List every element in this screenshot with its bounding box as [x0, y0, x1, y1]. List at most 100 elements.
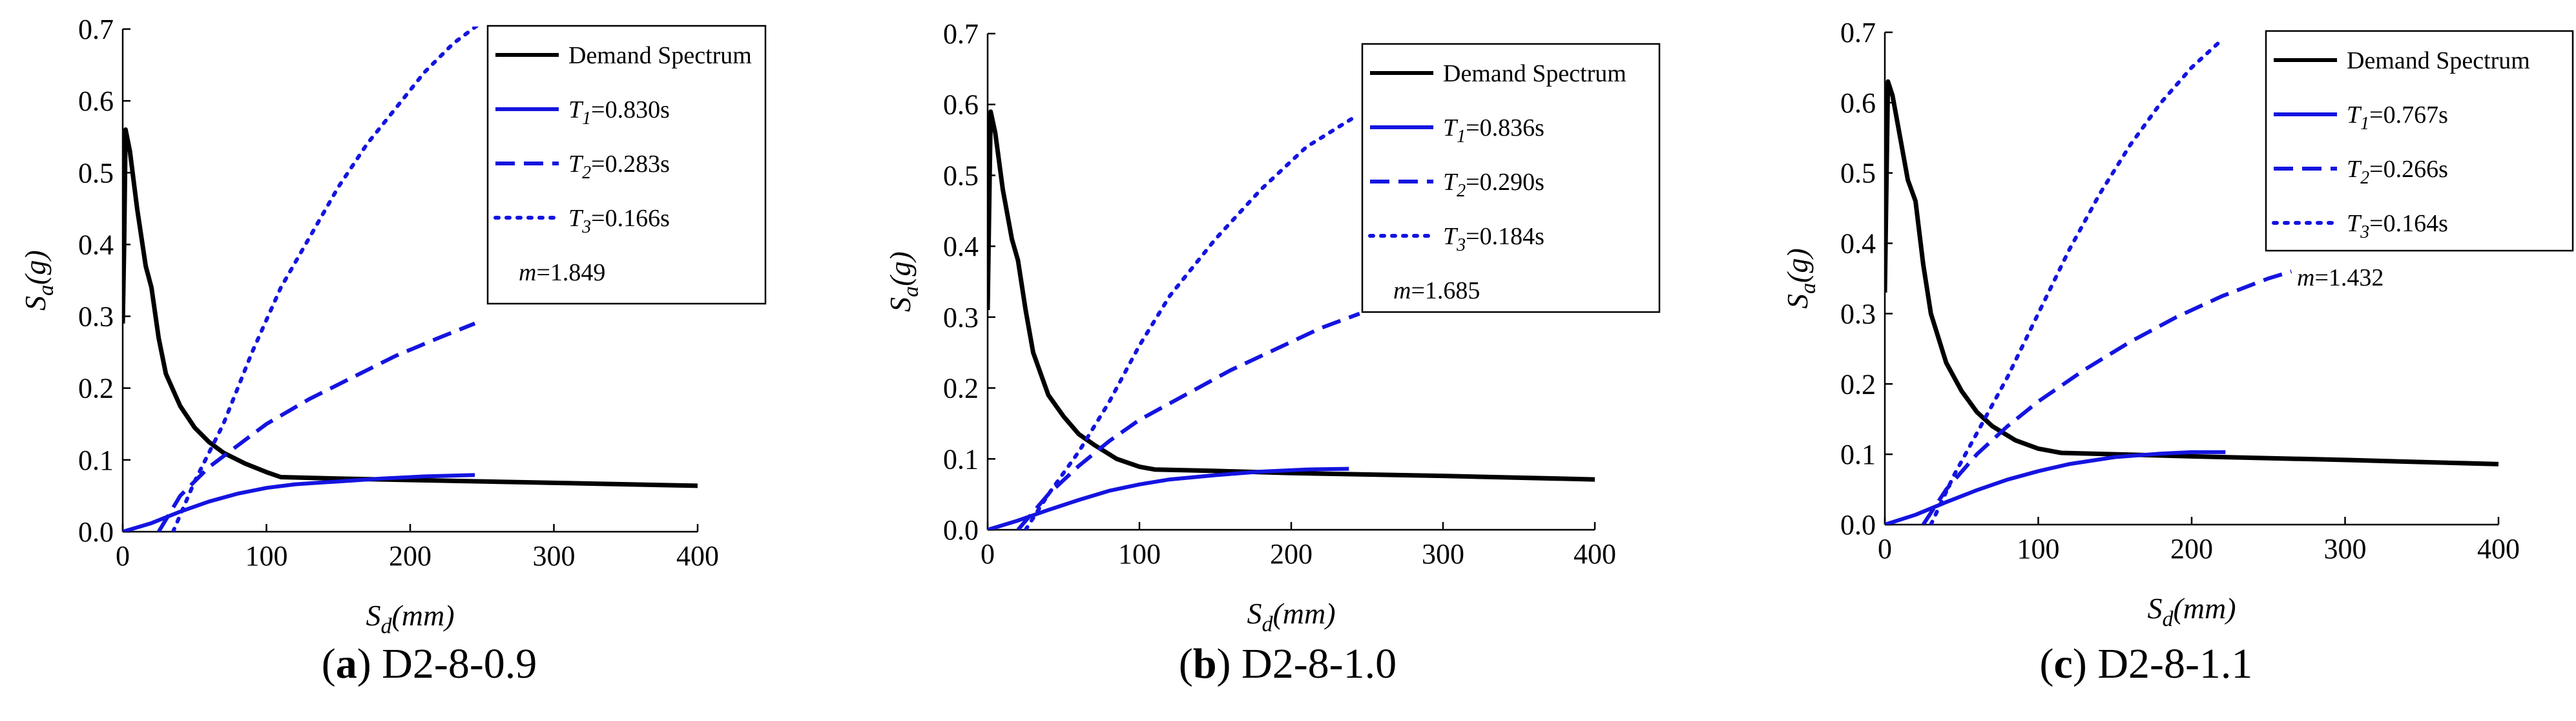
demand-spectrum-line: [1885, 79, 2499, 466]
y-tick-label: 0.5: [1840, 158, 1876, 189]
y-tick-label: 0.1: [1840, 439, 1876, 470]
legend-label-symbol: T: [568, 151, 584, 178]
x-tick-label: 300: [2324, 533, 2367, 565]
legend-label-symbol: T: [2347, 210, 2362, 237]
x-axis-title: Sd(mm): [2147, 592, 2236, 631]
legend-label-value: =0.266s: [2369, 156, 2448, 183]
x-axis-title-rest: (mm): [391, 599, 454, 632]
legend-label-value: =0.290s: [1466, 169, 1544, 196]
legend-label-symbol: T: [2347, 156, 2362, 183]
legend-label-subscript: 2: [2360, 168, 2369, 188]
x-axis-title: Sd(mm): [1247, 597, 1335, 636]
y-tick-label: 0.7: [1840, 17, 1876, 48]
y-tick-label: 0.7: [78, 14, 114, 45]
x-tick-label: 400: [676, 540, 719, 572]
y-axis-title-rest: (g): [884, 251, 917, 286]
legend-label-t3: T3=0.184s: [1443, 223, 1544, 255]
y-tick-label: 0.2: [1840, 368, 1876, 400]
legend-label-demand: Demand Spectrum: [1443, 60, 1626, 87]
y-axis-title: Sa(g): [884, 251, 923, 312]
y-tick-label: 0.5: [78, 157, 114, 189]
y-tick-label: 0.3: [943, 302, 979, 333]
legend-label-t2: T2=0.290s: [1443, 169, 1544, 201]
legend-ductility-label: m=1.432: [2297, 264, 2384, 291]
y-tick-label: 0.6: [1840, 87, 1876, 119]
y-axis-title-subscript: a: [1796, 283, 1820, 294]
legend-label-symbol: T: [1443, 114, 1459, 141]
caption-text: D2-8-1.1: [2097, 640, 2253, 687]
chart-panel-c: 0 100 200 300 400 0.0 0.1 0.2 0.3 0.4 0.5 0.6 0.7 Sd(…: [1717, 0, 2575, 721]
chart-svg-b: 0 100 200 300 400 0.0 0.1 0.2 0.3 0.4 0.5 0.6 0.7 Sd(…: [884, 18, 1661, 636]
y-tick-label: 0.1: [78, 444, 114, 476]
legend-label-t1: T1=0.767s: [2347, 101, 2448, 134]
y-tick-label: 0.6: [943, 89, 979, 121]
y-tick-label: 0.3: [1840, 298, 1876, 329]
legend-label-t1: T1=0.830s: [568, 96, 670, 129]
x-tick-label: 0: [1878, 533, 1892, 565]
x-tick-label: 300: [533, 540, 576, 572]
y-tick-label: 0.0: [1840, 509, 1876, 541]
legend-ductility-value: =1.685: [1411, 277, 1480, 304]
legend-label-symbol: T: [1443, 223, 1459, 250]
y-axis-title-subscript: a: [899, 286, 923, 297]
x-axis-title-subscript: d: [2162, 607, 2174, 631]
y-axis-title-rest: (g): [1781, 248, 1814, 283]
y-axis-title-rest: (g): [19, 250, 52, 285]
legend-label-subscript: 1: [582, 109, 591, 129]
legend-ductility-label: m=1.849: [519, 259, 605, 286]
t2-capacity-line: [1016, 311, 1360, 530]
legend-label-symbol: T: [1443, 169, 1459, 196]
t3-capacity-line: [1929, 37, 2225, 525]
legend-label-value: =0.166s: [591, 205, 670, 232]
legend-label-subscript: 1: [1457, 127, 1466, 147]
x-axis-title-subscript: d: [1262, 612, 1273, 636]
x-tick-label: 400: [2477, 533, 2520, 565]
y-tick-label: 0.5: [943, 160, 979, 191]
legend-label-subscript: 3: [1456, 235, 1466, 255]
legend-label-subscript: 3: [581, 217, 591, 237]
chart-panel-b: 0 100 200 300 400 0.0 0.1 0.2 0.3 0.4 0.5 0.6 0.7 Sd(…: [858, 0, 1717, 721]
x-axis-title-rest: (mm): [1272, 597, 1335, 630]
legend-label-value: =0.283s: [591, 151, 670, 178]
legend-ductility-label: m=1.685: [1393, 277, 1480, 304]
demand-spectrum-line: [988, 109, 1595, 482]
demand-spectrum-line: [123, 127, 698, 488]
y-axis-title: Sa(g): [1781, 248, 1820, 309]
legend-label-value: =0.767s: [2369, 101, 2448, 129]
y-axis-title: Sa(g): [19, 250, 58, 311]
x-tick-label: 200: [1270, 538, 1313, 570]
y-tick-label: 0.2: [78, 373, 114, 404]
t1-capacity-line: [123, 473, 475, 532]
x-tick-label: 100: [1118, 538, 1161, 570]
legend-label-symbol: T: [568, 205, 584, 232]
legend-label-t1: T1=0.836s: [1443, 114, 1544, 147]
x-axis-title-subscript: d: [380, 614, 392, 638]
legend-label-value: =0.164s: [2369, 210, 2448, 237]
caption-letter: b: [1192, 640, 1217, 687]
legend-ductility-value: =1.849: [536, 259, 605, 286]
x-axis-title: Sd(mm): [366, 599, 454, 638]
caption-text: D2-8-0.9: [382, 640, 537, 687]
x-tick-label: 0: [981, 538, 995, 570]
legend-label-subscript: 3: [2360, 222, 2369, 242]
legend-label-t2: T2=0.266s: [2347, 156, 2448, 188]
y-tick-label: 0.3: [78, 301, 114, 333]
legend-label-demand: Demand Spectrum: [568, 42, 752, 69]
legend-label-symbol: T: [2347, 101, 2362, 129]
legend-label-t2: T2=0.283s: [568, 151, 670, 183]
chart-svg-a: 0 100 200 300 400 0.0 0.1 0.2 0.3 0.4 0.5 0.6 0.7 Sd(…: [19, 14, 767, 638]
legend-label-value: =0.830s: [591, 96, 670, 123]
y-axis-title-subscript: a: [34, 285, 58, 296]
legend-label-t3: T3=0.164s: [2347, 210, 2448, 242]
legend-box: [1361, 43, 1661, 313]
y-tick-label: 0.2: [943, 373, 979, 404]
y-tick-label: 0.7: [943, 18, 979, 50]
caption-letter: a: [335, 640, 357, 687]
t3-capacity-line: [171, 26, 479, 532]
x-tick-label: 200: [2170, 533, 2213, 565]
t3-capacity-line: [1023, 116, 1354, 530]
x-tick-label: 100: [245, 540, 288, 572]
legend-ductility-symbol: m: [519, 259, 536, 286]
legend-label-subscript: 2: [582, 163, 591, 183]
x-tick-label: 100: [2017, 533, 2060, 565]
